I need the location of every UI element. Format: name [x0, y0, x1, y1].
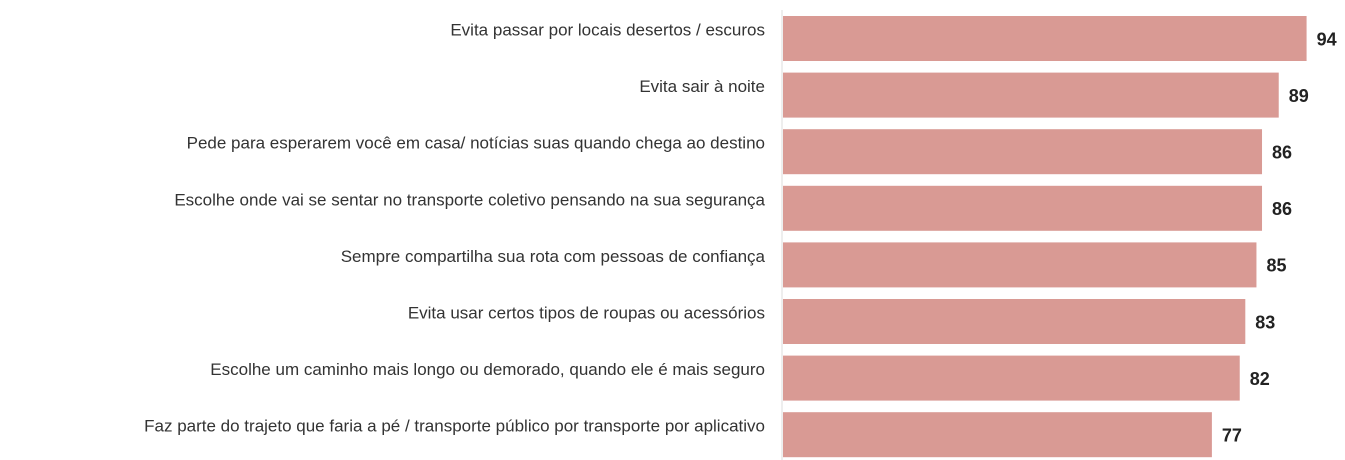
bar [783, 242, 1257, 288]
bar [783, 355, 1240, 401]
bar [783, 72, 1279, 118]
category-label: Sempre compartilha sua rota com pessoas … [341, 247, 766, 266]
value-label: 83 [1255, 312, 1275, 332]
category-label: Escolhe um caminho mais longo ou demorad… [210, 360, 765, 379]
value-label: 94 [1317, 29, 1337, 49]
category-label: Escolhe onde vai se sentar no transporte… [174, 190, 765, 209]
value-label: 82 [1250, 369, 1270, 389]
category-label: Pede para esperarem você em casa/ notíci… [187, 134, 765, 153]
bar [783, 16, 1307, 61]
category-label: Evita sair à noite [639, 77, 765, 96]
bar [783, 412, 1212, 458]
category-label: Evita passar por locais desertos / escur… [450, 20, 765, 39]
value-label: 86 [1272, 142, 1292, 162]
bar [783, 299, 1246, 344]
value-label: 89 [1289, 86, 1309, 106]
value-label: 77 [1222, 425, 1242, 445]
category-label: Faz parte do trajeto que faria a pé / tr… [144, 417, 765, 436]
bar [783, 185, 1263, 231]
bar [783, 129, 1263, 175]
value-label: 85 [1266, 256, 1286, 276]
category-label: Evita usar certos tipos de roupas ou ace… [408, 303, 765, 322]
value-label: 86 [1272, 199, 1292, 219]
